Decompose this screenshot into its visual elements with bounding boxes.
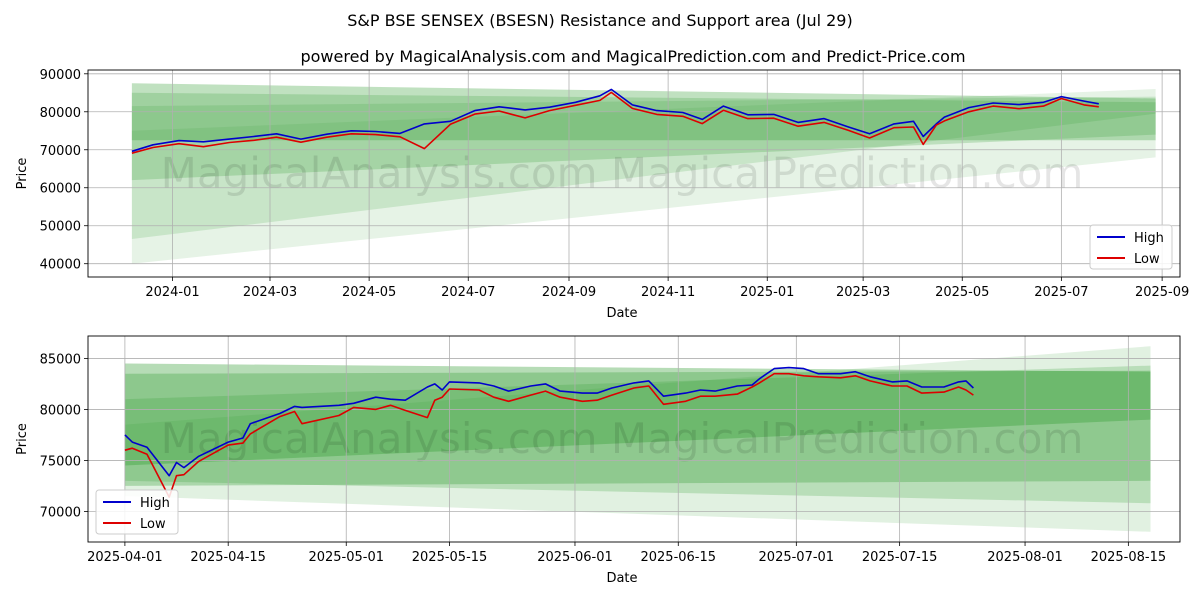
x-tick-label: 2025-07-01 [759, 550, 835, 565]
x-tick-label: 2024-09 [542, 285, 596, 300]
x-tick-label: 2024-07 [441, 285, 495, 300]
x-tick-label: 2025-08-15 [1091, 550, 1167, 565]
series-group [124, 366, 974, 498]
y-tick-label: 70000 [40, 144, 81, 159]
x-tick-label: 2025-06-01 [537, 550, 613, 565]
y-tick-label: 60000 [40, 182, 81, 197]
band-group [124, 346, 1151, 532]
legend-label-high: High [1134, 231, 1164, 246]
x-tick-label: 2025-05 [935, 285, 989, 300]
series-line-high [124, 366, 974, 477]
y-tick-label: 80000 [40, 106, 81, 121]
plot-2: MagicalAnalysis.com MagicalPrediction.co… [15, 335, 1181, 586]
legend-label-high: High [140, 496, 170, 511]
x-tick-label: 2025-04-15 [190, 550, 266, 565]
y-axis-label: Price [15, 158, 30, 190]
x-tick-label: 2025-01 [740, 285, 794, 300]
plot-frame [87, 69, 1181, 278]
y-tick-label: 50000 [40, 220, 81, 235]
y-axis-label: Price [15, 423, 30, 455]
watermark-text: MagicalAnalysis.com MagicalPrediction.co… [161, 414, 1084, 463]
x-tick-label: 2025-05-15 [412, 550, 488, 565]
series-line-low [124, 372, 974, 498]
support-resistance-band-3 [124, 365, 1151, 504]
series-line-high [131, 88, 1099, 153]
y-tick-label: 80000 [40, 403, 81, 418]
legend-label-low: Low [140, 517, 166, 532]
y-tick-label: 40000 [40, 258, 81, 273]
plot-1: MagicalAnalysis.com MagicalPrediction.co… [15, 68, 1189, 321]
x-tick-label: 2025-07-15 [862, 550, 938, 565]
x-axis-label: Date [606, 306, 637, 321]
series-line-low [131, 91, 1099, 154]
x-tick-label: 2024-01 [145, 285, 199, 300]
legend: High Low [1089, 224, 1173, 270]
x-tick-label: 2025-04-01 [87, 550, 163, 565]
y-tick-label: 90000 [40, 68, 81, 83]
x-tick-label: 2025-09 [1135, 285, 1189, 300]
x-tick-label: 2025-06-15 [640, 550, 716, 565]
x-tick-label: 2024-11 [641, 285, 695, 300]
y-tick-label: 70000 [40, 505, 81, 520]
support-resistance-band-2 [124, 370, 1151, 486]
series-group [131, 88, 1099, 154]
support-resistance-band-1 [124, 363, 1151, 466]
x-tick-label: 2024-05 [342, 285, 396, 300]
chart-title: S&P BSE SENSEX (BSESN) Resistance and Su… [347, 11, 852, 30]
chart-subtitle: powered by MagicalAnalysis.com and Magic… [300, 47, 965, 66]
x-tick-label: 2025-07 [1034, 285, 1088, 300]
legend-label-low: Low [1134, 252, 1160, 267]
y-tick-label: 85000 [40, 352, 81, 367]
x-axis-label: Date [606, 571, 637, 586]
support-resistance-band-4 [124, 346, 1151, 532]
plot-frame [87, 335, 1181, 543]
legend: High Low [95, 489, 179, 535]
watermark-text: MagicalAnalysis.com MagicalPrediction.co… [161, 149, 1084, 198]
x-tick-label: 2025-03 [836, 285, 890, 300]
y-tick-label: 75000 [40, 454, 81, 469]
x-tick-label: 2025-05-01 [308, 550, 384, 565]
support-resistance-band-2 [131, 92, 1156, 181]
x-tick-label: 2024-03 [243, 285, 297, 300]
x-tick-label: 2025-08-01 [987, 550, 1063, 565]
band-group [131, 83, 1156, 264]
